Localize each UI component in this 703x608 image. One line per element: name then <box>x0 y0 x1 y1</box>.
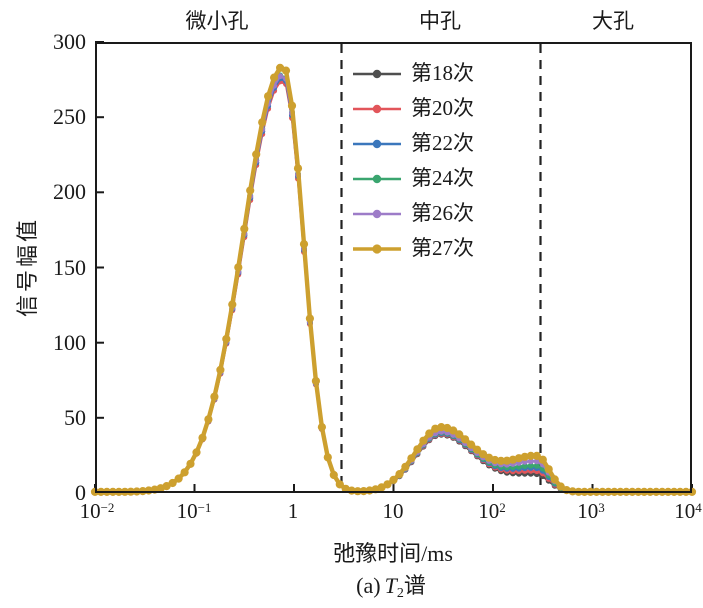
legend-line-marker-icon <box>353 139 401 148</box>
y-tick-label: 300 <box>53 29 86 54</box>
legend-label: 第20次 <box>411 96 474 120</box>
legend-line-marker-icon <box>353 174 401 183</box>
legend-item: 第18次 <box>352 56 474 91</box>
legend-item: 第26次 <box>352 196 474 231</box>
y-tick-label: 200 <box>53 179 86 204</box>
pore-region-divider-lines <box>340 44 542 492</box>
legend-item: 第24次 <box>352 161 474 196</box>
legend-item: 第20次 <box>352 91 474 126</box>
x-tick-label: 1 <box>287 499 299 523</box>
legend-label: 第27次 <box>411 236 474 260</box>
y-tick-label: 250 <box>53 104 86 129</box>
x-axis-label: 弛豫时间/ms <box>333 541 453 566</box>
x-tick-label: 10 <box>382 499 404 523</box>
x-tick-label: 10−1 <box>176 499 212 523</box>
y-tick-label: 0 <box>75 480 86 505</box>
caption-index: (a) <box>356 573 381 598</box>
x-tick-label: 104 <box>674 499 702 523</box>
legend-item: 第22次 <box>352 126 474 161</box>
legend-line-marker-icon <box>353 104 401 113</box>
x-tick-label: 103 <box>577 499 605 523</box>
legend-label: 第24次 <box>411 166 474 190</box>
legend-label: 第18次 <box>411 61 474 85</box>
region-label-mesopore: 中孔 <box>419 9 461 33</box>
caption-suffix: 谱 <box>403 573 426 598</box>
legend-label: 第26次 <box>411 201 474 225</box>
caption-subscript: 2 <box>396 586 404 601</box>
legend-line-marker-icon <box>353 69 401 78</box>
y-tick-label: 100 <box>53 330 86 355</box>
figure-caption: (a) T2谱 <box>356 568 426 602</box>
region-label-micropore: 微小孔 <box>185 9 249 33</box>
plot-frame <box>95 42 692 493</box>
legend-label: 第22次 <box>411 131 474 155</box>
y-tick-label: 150 <box>53 255 86 280</box>
x-tick-label: 102 <box>478 499 506 523</box>
legend-line-marker-icon <box>353 243 401 254</box>
x-tick-label: 10−2 <box>79 499 115 523</box>
y-tick-label: 50 <box>64 405 86 430</box>
legend: 第18次 第20次 第22次 第24次 第26次 第27次 <box>352 56 474 266</box>
caption-variable: T <box>384 573 397 598</box>
legend-line-marker-icon <box>353 209 401 218</box>
region-label-macropore: 大孔 <box>592 9 634 33</box>
legend-item: 第27次 <box>352 231 474 266</box>
